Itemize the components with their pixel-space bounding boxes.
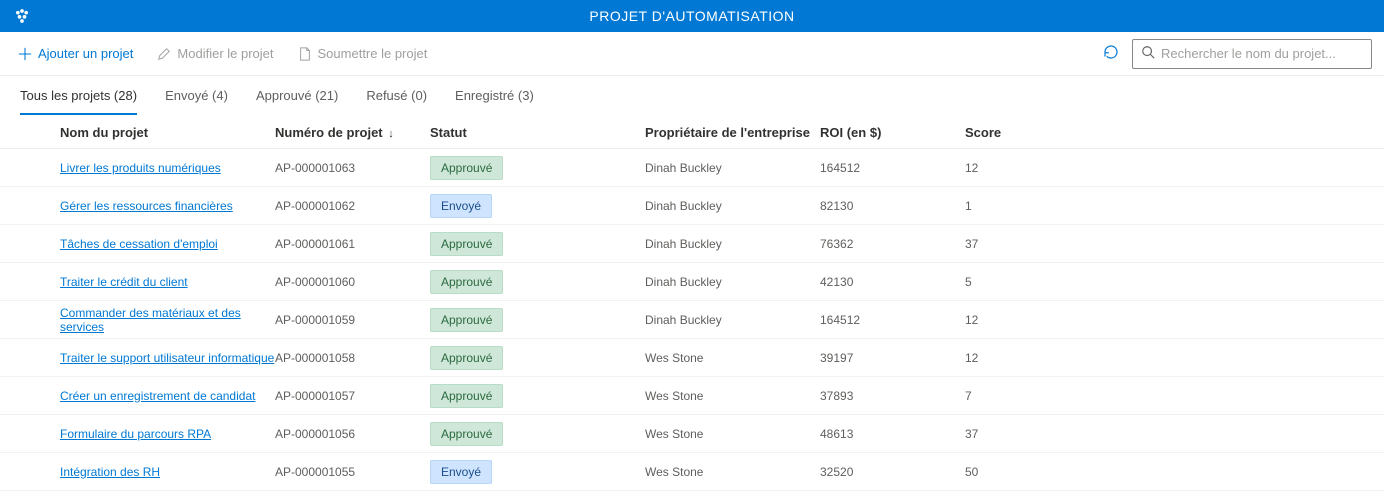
- column-header-owner[interactable]: Propriétaire de l'entreprise: [645, 125, 820, 140]
- table-row[interactable]: Traiter le crédit du client AP-000001060A…: [0, 263, 1384, 301]
- owner-cell: Wes Stone: [645, 389, 820, 403]
- score-cell: 1: [965, 199, 1115, 213]
- score-cell: 37: [965, 237, 1115, 251]
- table-header-row: Nom du projet Numéro de projet ↓ Statut …: [0, 115, 1384, 149]
- roi-cell: 76362: [820, 237, 965, 251]
- owner-cell: Dinah Buckley: [645, 237, 820, 251]
- roi-cell: 39197: [820, 351, 965, 365]
- roi-cell: 42130: [820, 275, 965, 289]
- owner-cell: Wes Stone: [645, 427, 820, 441]
- score-cell: 12: [965, 161, 1115, 175]
- table-row[interactable]: Commander des matériaux et des services A…: [0, 301, 1384, 339]
- project-table[interactable]: Nom du projet Numéro de projet ↓ Statut …: [0, 115, 1384, 502]
- owner-cell: Dinah Buckley: [645, 199, 820, 213]
- status-badge: Approuvé: [430, 422, 503, 446]
- owner-cell: Wes Stone: [645, 465, 820, 479]
- project-number: AP-000001057: [275, 389, 430, 403]
- tab-0[interactable]: Tous les projets (28): [20, 88, 137, 115]
- owner-cell: Dinah Buckley: [645, 275, 820, 289]
- roi-cell: 32520: [820, 465, 965, 479]
- modify-project-button[interactable]: Modifier le projet: [151, 42, 279, 65]
- column-header-name[interactable]: Nom du projet: [60, 125, 275, 140]
- roi-cell: 48613: [820, 427, 965, 441]
- project-link[interactable]: Formulaire du parcours RPA: [60, 427, 211, 441]
- table-row[interactable]: Formulaire du parcours RPA AP-000001056Ap…: [0, 415, 1384, 453]
- score-cell: 50: [965, 465, 1115, 479]
- status-badge: Approuvé: [430, 270, 503, 294]
- roi-cell: 82130: [820, 199, 965, 213]
- app-logo-icon: [12, 6, 32, 26]
- project-number: AP-000001060: [275, 275, 430, 289]
- tab-bar: Tous les projets (28) Envoyé (4) Approuvé …: [0, 76, 1384, 115]
- table-row[interactable]: Tâches de cessation d'emploi AP-000001061…: [0, 225, 1384, 263]
- table-row[interactable]: Intégration des RH AP-000001055Envoyé Wes …: [0, 453, 1384, 491]
- project-link[interactable]: Tâches de cessation d'emploi: [60, 237, 218, 251]
- project-number: AP-000001055: [275, 465, 430, 479]
- status-badge: Approuvé: [430, 308, 503, 332]
- project-number: AP-000001056: [275, 427, 430, 441]
- project-number: AP-000001061: [275, 237, 430, 251]
- search-input[interactable]: [1161, 46, 1363, 61]
- owner-cell: Dinah Buckley: [645, 313, 820, 327]
- refresh-icon: [1102, 43, 1120, 61]
- project-number: AP-000001062: [275, 199, 430, 213]
- add-project-button[interactable]: Ajouter un projet: [12, 42, 139, 65]
- owner-cell: Dinah Buckley: [645, 161, 820, 175]
- roi-cell: 37893: [820, 389, 965, 403]
- status-badge: Approuvé: [430, 346, 503, 370]
- status-badge: Approuvé: [430, 232, 503, 256]
- score-cell: 5: [965, 275, 1115, 289]
- score-cell: 12: [965, 351, 1115, 365]
- tab-4[interactable]: Enregistré (3): [455, 88, 534, 115]
- status-badge: Envoyé: [430, 460, 492, 484]
- app-header: PROJET D'AUTOMATISATION: [0, 0, 1384, 32]
- column-header-score[interactable]: Score: [965, 125, 1115, 140]
- submit-project-label: Soumettre le projet: [318, 46, 428, 61]
- column-header-number-label: Numéro de projet: [275, 125, 383, 140]
- add-project-label: Ajouter un projet: [38, 46, 133, 61]
- app-window: PROJET D'AUTOMATISATION Ajouter un proje…: [0, 0, 1384, 502]
- sort-desc-icon: ↓: [388, 128, 394, 140]
- column-header-number[interactable]: Numéro de projet ↓: [275, 125, 430, 140]
- project-number: AP-000001063: [275, 161, 430, 175]
- project-link[interactable]: Traiter le crédit du client: [60, 275, 188, 289]
- command-bar: Ajouter un projet Modifier le projet Sou…: [0, 32, 1384, 76]
- refresh-button[interactable]: [1098, 39, 1124, 68]
- modify-project-label: Modifier le projet: [177, 46, 273, 61]
- search-box[interactable]: [1132, 39, 1372, 69]
- status-badge: Approuvé: [430, 156, 503, 180]
- project-link[interactable]: Livrer les produits numériques: [60, 161, 221, 175]
- document-icon: [298, 47, 312, 61]
- status-badge: Envoyé: [430, 194, 492, 218]
- score-cell: 12: [965, 313, 1115, 327]
- plus-icon: [18, 47, 32, 61]
- table-row[interactable]: Créer un enregistrement de candidat AP-00…: [0, 377, 1384, 415]
- tab-1[interactable]: Envoyé (4): [165, 88, 228, 115]
- table-row[interactable]: Traiter le support utilisateur informati…: [0, 339, 1384, 377]
- project-link[interactable]: Traiter le support utilisateur informati…: [60, 351, 274, 365]
- roi-cell: 164512: [820, 313, 965, 327]
- column-header-status[interactable]: Statut: [430, 125, 645, 140]
- project-link[interactable]: Commander des matériaux et des services: [60, 306, 241, 334]
- pencil-icon: [157, 47, 171, 61]
- tab-3[interactable]: Refusé (0): [366, 88, 427, 115]
- project-number: AP-000001059: [275, 313, 430, 327]
- project-link[interactable]: Intégration des RH: [60, 465, 160, 479]
- owner-cell: Wes Stone: [645, 351, 820, 365]
- status-badge: Approuvé: [430, 384, 503, 408]
- project-link[interactable]: Gérer les ressources financières: [60, 199, 233, 213]
- score-cell: 7: [965, 389, 1115, 403]
- project-link[interactable]: Créer un enregistrement de candidat: [60, 389, 255, 403]
- roi-cell: 164512: [820, 161, 965, 175]
- search-icon: [1141, 45, 1155, 62]
- submit-project-button[interactable]: Soumettre le projet: [292, 42, 434, 65]
- project-number: AP-000001058: [275, 351, 430, 365]
- tab-2[interactable]: Approuvé (21): [256, 88, 338, 115]
- page-title: PROJET D'AUTOMATISATION: [589, 8, 794, 24]
- score-cell: 37: [965, 427, 1115, 441]
- table-row[interactable]: Gérer les ressources financières AP-00000…: [0, 187, 1384, 225]
- table-row[interactable]: Livrer les produits numériques AP-0000010…: [0, 149, 1384, 187]
- column-header-roi[interactable]: ROI (en $): [820, 125, 965, 140]
